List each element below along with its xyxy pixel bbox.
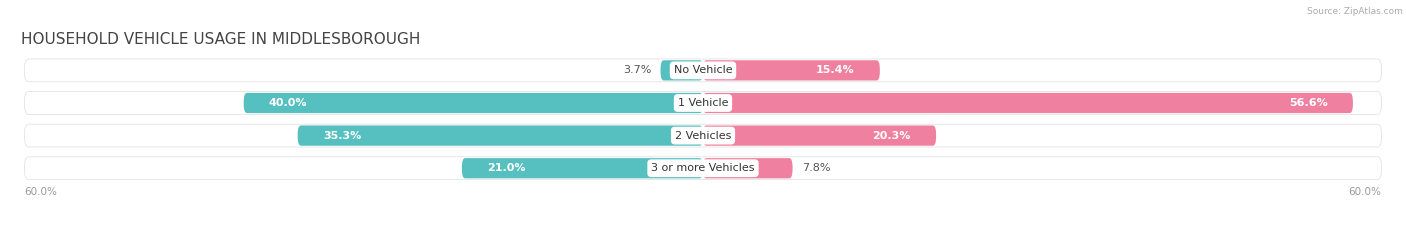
Text: HOUSEHOLD VEHICLE USAGE IN MIDDLESBOROUGH: HOUSEHOLD VEHICLE USAGE IN MIDDLESBOROUG…	[21, 32, 420, 47]
Text: 40.0%: 40.0%	[269, 98, 308, 108]
FancyBboxPatch shape	[703, 126, 936, 146]
FancyBboxPatch shape	[703, 158, 793, 178]
Text: 20.3%: 20.3%	[873, 131, 911, 140]
FancyBboxPatch shape	[703, 60, 880, 80]
Text: No Vehicle: No Vehicle	[673, 65, 733, 75]
Text: 21.0%: 21.0%	[486, 163, 526, 173]
Text: 3.7%: 3.7%	[623, 65, 651, 75]
Text: 2 Vehicles: 2 Vehicles	[675, 131, 731, 140]
FancyBboxPatch shape	[461, 158, 703, 178]
FancyBboxPatch shape	[24, 59, 1382, 82]
FancyBboxPatch shape	[243, 93, 703, 113]
FancyBboxPatch shape	[24, 92, 1382, 114]
FancyBboxPatch shape	[661, 60, 703, 80]
Text: 7.8%: 7.8%	[801, 163, 831, 173]
FancyBboxPatch shape	[703, 93, 1353, 113]
FancyBboxPatch shape	[24, 157, 1382, 180]
Text: 1 Vehicle: 1 Vehicle	[678, 98, 728, 108]
FancyBboxPatch shape	[24, 124, 1382, 147]
Text: 56.6%: 56.6%	[1289, 98, 1327, 108]
FancyBboxPatch shape	[298, 126, 703, 146]
Text: 60.0%: 60.0%	[24, 187, 58, 197]
Text: Source: ZipAtlas.com: Source: ZipAtlas.com	[1308, 7, 1403, 16]
Text: 15.4%: 15.4%	[815, 65, 855, 75]
Text: 3 or more Vehicles: 3 or more Vehicles	[651, 163, 755, 173]
Text: 60.0%: 60.0%	[1348, 187, 1382, 197]
Text: 35.3%: 35.3%	[323, 131, 361, 140]
